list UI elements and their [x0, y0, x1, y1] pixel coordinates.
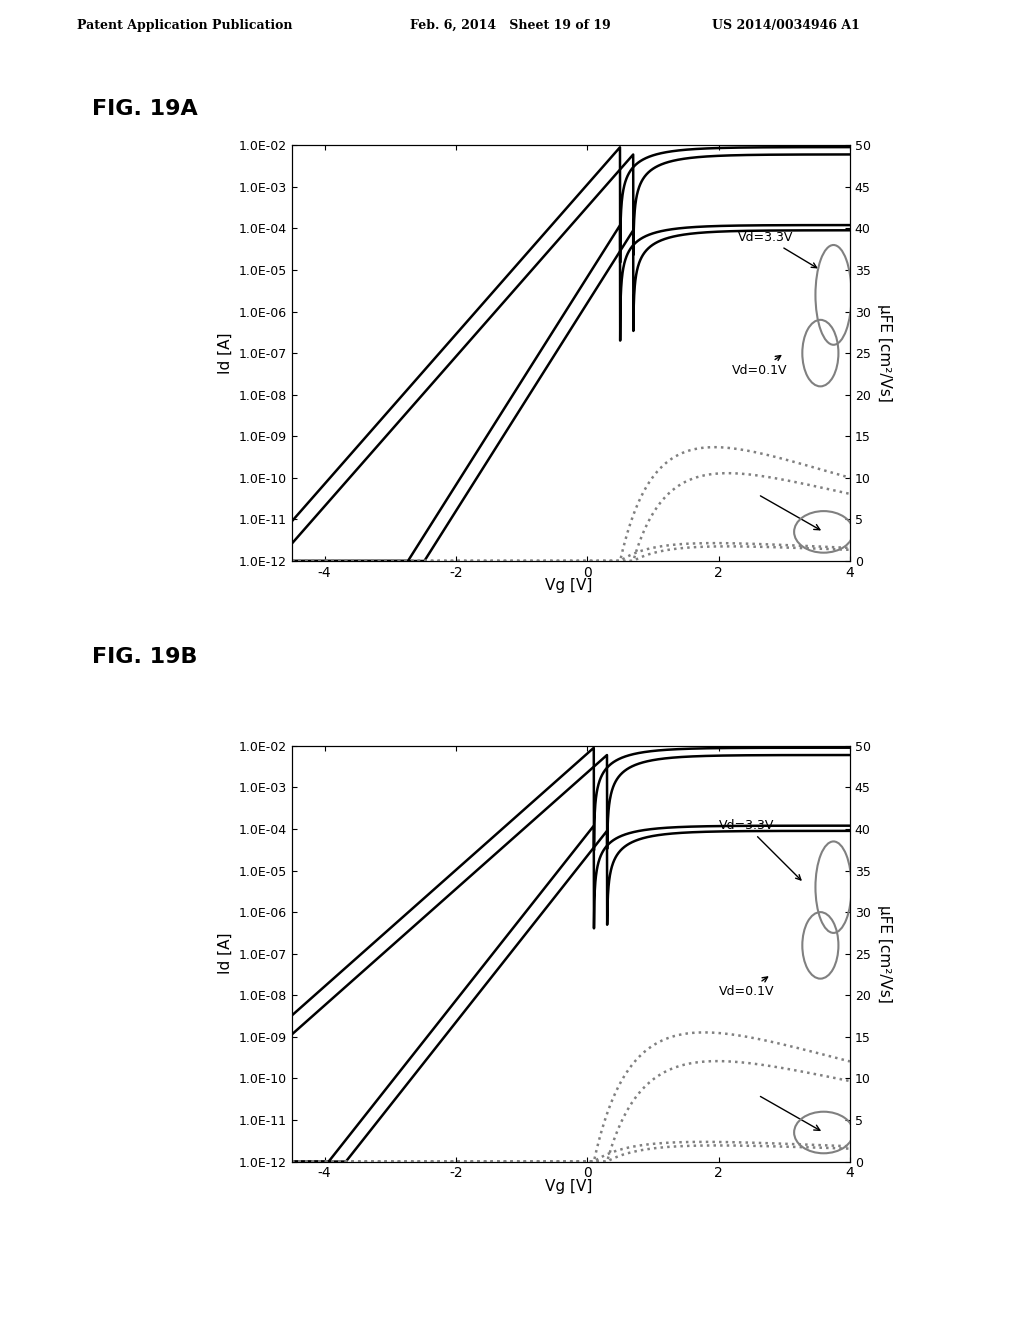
Text: Vg [V]: Vg [V]	[545, 578, 592, 593]
Y-axis label: Id [A]: Id [A]	[218, 933, 233, 974]
Y-axis label: Id [A]: Id [A]	[218, 333, 233, 374]
Text: Feb. 6, 2014   Sheet 19 of 19: Feb. 6, 2014 Sheet 19 of 19	[410, 18, 610, 32]
Text: Vd=0.1V: Vd=0.1V	[719, 977, 774, 998]
Y-axis label: μFE [cm²/Vs]: μFE [cm²/Vs]	[877, 904, 892, 1003]
Text: Vd=3.3V: Vd=3.3V	[719, 818, 801, 880]
Text: FIG. 19B: FIG. 19B	[92, 647, 198, 667]
Y-axis label: μFE [cm²/Vs]: μFE [cm²/Vs]	[877, 304, 892, 403]
Text: FIG. 19A: FIG. 19A	[92, 99, 198, 119]
Text: Vd=0.1V: Vd=0.1V	[732, 355, 787, 378]
Text: US 2014/0034946 A1: US 2014/0034946 A1	[712, 18, 859, 32]
Text: Vg [V]: Vg [V]	[545, 1179, 592, 1193]
Text: Patent Application Publication: Patent Application Publication	[77, 18, 292, 32]
Text: Vd=3.3V: Vd=3.3V	[738, 231, 817, 268]
